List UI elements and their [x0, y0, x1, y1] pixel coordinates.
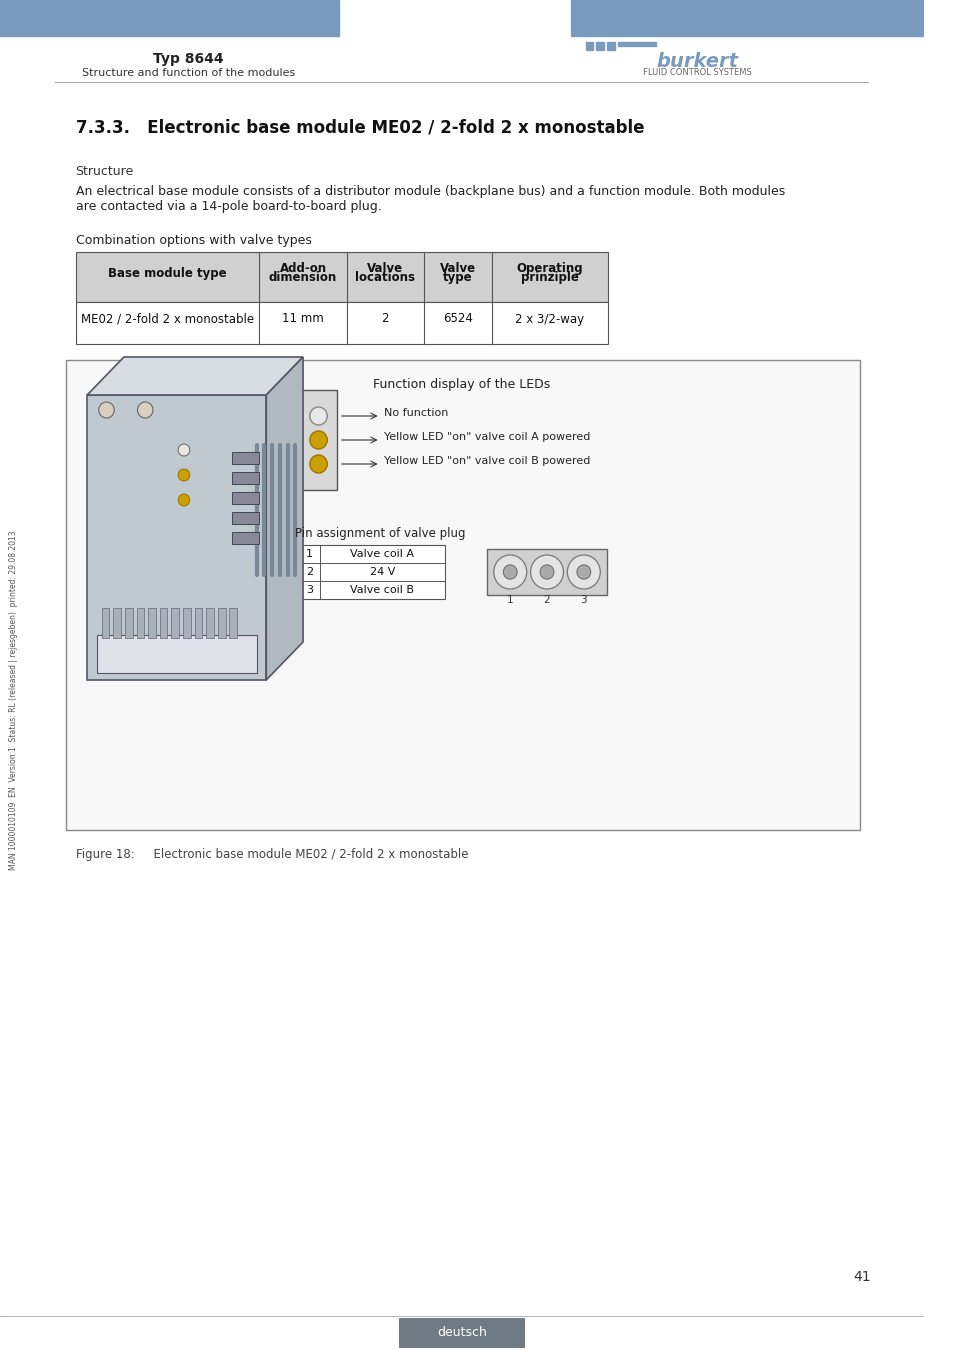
Circle shape [137, 402, 152, 418]
Text: 24 V: 24 V [370, 567, 395, 576]
Bar [606, 42, 614, 50]
Bar [233, 512, 259, 524]
Bar [125, 608, 132, 639]
Text: prinziple: prinziple [520, 271, 578, 284]
Circle shape [99, 402, 114, 418]
Text: MAN 1000010109  EN  Version:1  Status: RL (released | rejesgeben)  printed: 29.0: MAN 1000010109 EN Version:1 Status: RL (… [9, 531, 18, 869]
Bar [75, 302, 607, 344]
Text: 1: 1 [506, 595, 513, 605]
Text: 2: 2 [306, 567, 313, 576]
Bar [172, 608, 179, 639]
Bar [398, 1318, 524, 1349]
Text: 2: 2 [543, 595, 550, 605]
Text: An electrical base module consists of a distributor module (backplane bus) and a: An electrical base module consists of a … [75, 185, 784, 198]
Circle shape [178, 494, 190, 506]
Bar [233, 491, 259, 504]
Bar [585, 42, 593, 50]
Text: Typ 8644: Typ 8644 [153, 53, 224, 66]
Bar [300, 545, 445, 599]
Text: 2: 2 [381, 312, 389, 325]
Circle shape [530, 555, 563, 589]
Bar [596, 42, 603, 50]
Text: Yellow LED "on" valve coil A powered: Yellow LED "on" valve coil A powered [384, 432, 590, 441]
Text: 3: 3 [579, 595, 586, 605]
Text: Valve coil B: Valve coil B [350, 585, 414, 595]
Bar [102, 608, 110, 639]
Text: type: type [443, 271, 473, 284]
Bar [159, 608, 168, 639]
Circle shape [567, 555, 599, 589]
Bar [233, 472, 259, 485]
Text: Yellow LED "on" valve coil B powered: Yellow LED "on" valve coil B powered [384, 456, 590, 466]
Bar [571, 0, 923, 36]
Text: 41: 41 [853, 1270, 870, 1284]
Bar [148, 608, 155, 639]
Polygon shape [87, 356, 303, 396]
Text: No function: No function [384, 408, 448, 418]
Text: Function display of the LEDs: Function display of the LEDs [373, 378, 550, 392]
Text: FLUID CONTROL SYSTEMS: FLUID CONTROL SYSTEMS [642, 68, 751, 77]
Bar [66, 360, 859, 830]
Bar [217, 608, 225, 639]
Text: Structure and function of the modules: Structure and function of the modules [82, 68, 295, 78]
Text: 11 mm: 11 mm [282, 312, 324, 325]
Circle shape [539, 564, 554, 579]
Bar [136, 608, 144, 639]
Bar [87, 396, 266, 680]
Text: Operating: Operating [517, 262, 582, 275]
Text: locations: locations [355, 271, 415, 284]
Text: 3: 3 [306, 585, 313, 595]
Circle shape [310, 455, 327, 472]
Text: 7.3.3.   Electronic base module ME02 / 2-fold 2 x monostable: 7.3.3. Electronic base module ME02 / 2-f… [75, 117, 643, 136]
Circle shape [494, 555, 526, 589]
Circle shape [178, 468, 190, 481]
Text: Add-on: Add-on [279, 262, 326, 275]
Text: Structure: Structure [75, 165, 133, 178]
Text: ME02 / 2-fold 2 x monostable: ME02 / 2-fold 2 x monostable [81, 312, 253, 325]
Text: Figure 18:     Electronic base module ME02 / 2-fold 2 x monostable: Figure 18: Electronic base module ME02 /… [75, 848, 468, 861]
Bar [0, 0, 338, 36]
Bar [617, 42, 656, 46]
Circle shape [310, 406, 327, 425]
Bar [486, 549, 606, 595]
Text: are contacted via a 14-pole board-to-board plug.: are contacted via a 14-pole board-to-boa… [75, 200, 381, 213]
Bar [233, 532, 259, 544]
Text: Valve: Valve [367, 262, 403, 275]
Text: 2 x 3/2-way: 2 x 3/2-way [515, 312, 584, 325]
Bar [233, 452, 259, 464]
Bar [96, 634, 256, 674]
Text: Combination options with valve types: Combination options with valve types [75, 234, 311, 247]
Circle shape [178, 444, 190, 456]
Bar [183, 608, 191, 639]
Circle shape [503, 564, 517, 579]
Bar [300, 390, 336, 490]
Bar [113, 608, 121, 639]
Text: 1: 1 [306, 549, 313, 559]
Bar [206, 608, 213, 639]
Text: deutsch: deutsch [436, 1326, 486, 1339]
Polygon shape [266, 356, 303, 680]
Circle shape [577, 564, 590, 579]
Bar [230, 608, 237, 639]
Text: 6524: 6524 [442, 312, 473, 325]
Text: Valve: Valve [439, 262, 476, 275]
Text: Valve coil A: Valve coil A [350, 549, 414, 559]
Bar [75, 252, 607, 302]
Bar [194, 608, 202, 639]
Text: burkert: burkert [656, 53, 738, 72]
Text: Base module type: Base module type [108, 266, 227, 279]
Text: Pin assignment of valve plug: Pin assignment of valve plug [295, 526, 465, 540]
Text: dimension: dimension [269, 271, 336, 284]
Circle shape [310, 431, 327, 450]
